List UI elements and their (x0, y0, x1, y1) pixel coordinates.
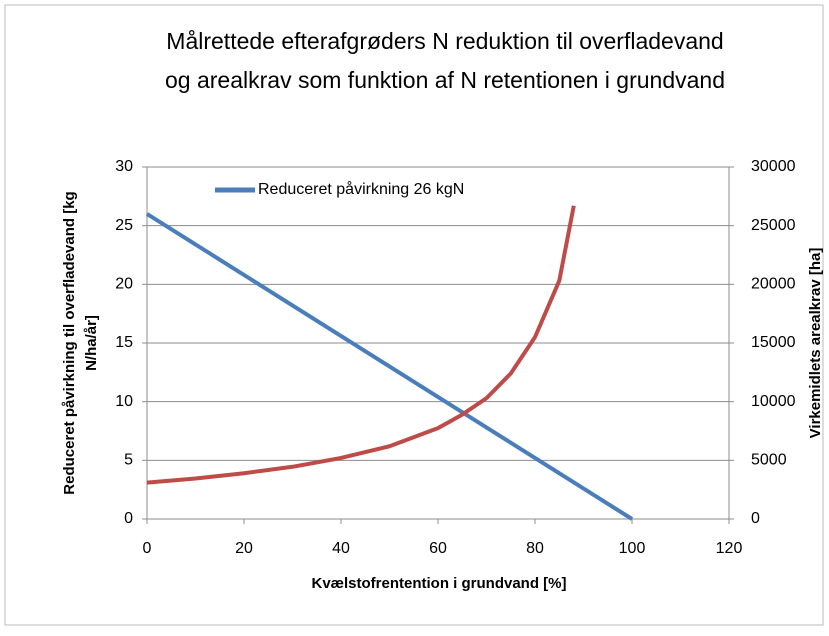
y2-tick-label: 20000 (751, 276, 796, 293)
series-line (145, 212, 634, 521)
y2-tick-label: 30000 (751, 158, 796, 175)
y2-tick-label: 10000 (751, 393, 796, 410)
y-tick-label: 30 (115, 158, 133, 175)
x-tick-label: 100 (619, 540, 646, 557)
y2-tick-label: 0 (751, 510, 760, 527)
y-tick-label: 15 (115, 334, 133, 351)
y-tick-label: 10 (115, 393, 133, 410)
x-tick-label: 60 (429, 540, 447, 557)
y-tick-label: 0 (124, 510, 133, 527)
chart-border (4, 4, 824, 626)
x-tick-label: 80 (526, 540, 544, 557)
x-tick-label: 40 (332, 540, 350, 557)
y-tick-label: 20 (115, 276, 133, 293)
chart-title: Målrettede efterafgrøders N reduktion ti… (166, 28, 723, 54)
y2-tick-label: 25000 (751, 217, 796, 234)
x-tick-label: 120 (716, 540, 743, 557)
y2-tick-label: 15000 (751, 334, 796, 351)
y-tick-label: 25 (115, 217, 133, 234)
y-tick-label: 5 (124, 452, 133, 469)
y2-tick-label: 5000 (751, 452, 787, 469)
y2-axis-label: Virkemidlets arealkrav [ha] (807, 248, 824, 439)
x-tick-label: 0 (143, 540, 152, 557)
legend-label: Reduceret påvirkning 26 kgN (258, 180, 464, 198)
chart-title: og arealkrav som funktion af N retention… (165, 67, 725, 93)
x-tick-label: 20 (235, 540, 253, 557)
y-axis-label: N/ha/år] (83, 315, 100, 371)
y-axis-label: Reduceret påvirkning til overfladevand [… (61, 191, 78, 494)
x-axis-label: Kvælstofrentention i grundvand [%] (312, 575, 567, 592)
series-line (146, 205, 576, 485)
